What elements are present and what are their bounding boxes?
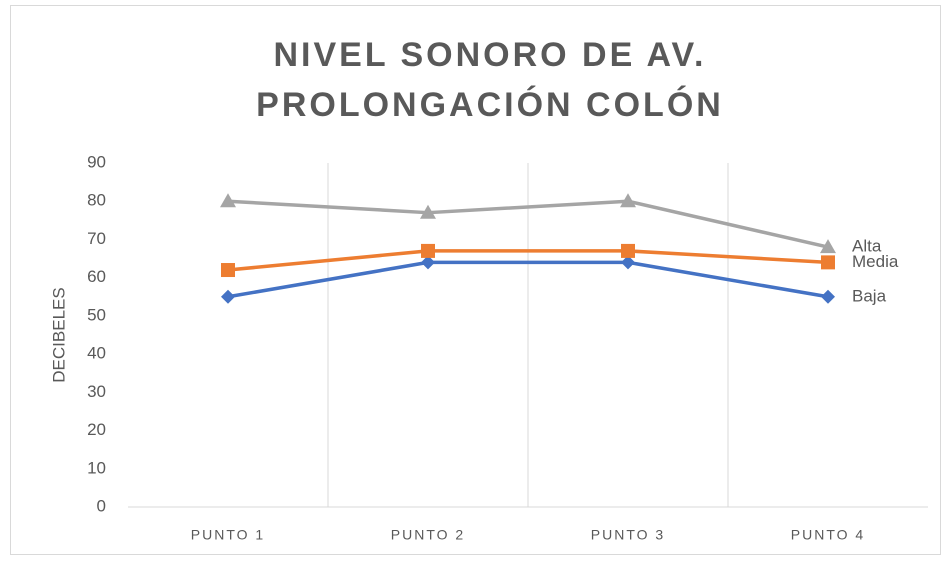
marker <box>220 193 236 208</box>
marker <box>421 255 435 270</box>
chart-title: NIVEL SONORO DE AV. PROLONGACIÓN COLÓN <box>256 36 724 124</box>
x-tick-label: PUNTO 1 <box>191 527 265 543</box>
marker <box>421 243 435 258</box>
chart-border <box>10 5 941 555</box>
y-tick-label: 90 <box>87 152 106 171</box>
marker <box>821 289 835 304</box>
series-line <box>227 260 829 299</box>
y-tick-label: 60 <box>87 267 106 286</box>
y-tick-label: 10 <box>87 458 106 477</box>
y-tick-label: 20 <box>87 420 106 439</box>
y-axis-label: DECIBELES <box>49 287 68 382</box>
series-line <box>227 199 829 249</box>
series-label: Media <box>852 252 899 271</box>
marker <box>621 243 635 258</box>
x-tick-label: PUNTO 3 <box>591 527 665 543</box>
y-tick-label: 0 <box>97 496 106 515</box>
y-tick-label: 50 <box>87 305 106 324</box>
x-tick-label: PUNTO 2 <box>391 527 465 543</box>
marker <box>621 255 635 270</box>
y-tick-label: 70 <box>87 229 106 248</box>
series-line <box>227 249 829 272</box>
marker <box>820 239 836 254</box>
y-tick-label: 40 <box>87 344 106 363</box>
marker <box>420 204 436 219</box>
series-label: Alta <box>852 237 882 256</box>
marker <box>821 255 835 270</box>
series-label: Baja <box>852 286 887 305</box>
marker <box>221 289 235 304</box>
y-tick-label: 30 <box>87 382 106 401</box>
marker <box>620 193 636 208</box>
marker <box>221 263 235 278</box>
y-tick-label: 80 <box>87 191 106 210</box>
x-tick-label: PUNTO 4 <box>791 527 865 543</box>
